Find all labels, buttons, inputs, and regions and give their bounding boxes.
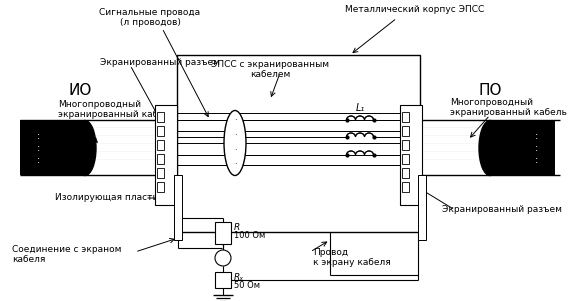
- Text: :
:
:: : : :: [535, 132, 538, 165]
- Text: Rₓ: Rₓ: [234, 272, 244, 281]
- Text: Экранированный разъем: Экранированный разъем: [442, 205, 562, 214]
- Bar: [157, 112, 164, 122]
- Bar: [157, 182, 164, 192]
- Text: Многопроводный
экранированный кабель: Многопроводный экранированный кабель: [450, 98, 567, 117]
- Text: R: R: [234, 222, 240, 231]
- Ellipse shape: [479, 120, 501, 175]
- Text: Соединение с экраном
кабеля: Соединение с экраном кабеля: [12, 245, 122, 264]
- Text: Экранированный разъем: Экранированный разъем: [100, 58, 220, 67]
- Bar: [400, 105, 422, 205]
- Bar: [157, 154, 164, 164]
- Text: Сигнальные провода
(л проводов): Сигнальные провода (л проводов): [99, 8, 201, 27]
- Text: Металлический корпус ЭПСС: Металлический корпус ЭПСС: [346, 5, 485, 14]
- Ellipse shape: [74, 120, 96, 175]
- Bar: [174, 175, 182, 240]
- Text: 100 Ом: 100 Ом: [234, 231, 265, 240]
- Bar: [402, 182, 409, 192]
- Bar: [402, 126, 409, 136]
- Text: ·
·
·
·: · · · ·: [234, 116, 237, 169]
- Text: L₁: L₁: [355, 103, 365, 113]
- Bar: [402, 140, 409, 150]
- Text: ИО: ИО: [68, 83, 92, 98]
- Bar: [402, 168, 409, 178]
- Bar: [177, 55, 420, 232]
- Bar: [418, 175, 426, 240]
- Bar: [402, 112, 409, 122]
- Bar: [157, 126, 164, 136]
- Text: Многопроводный
экранированный кабель: Многопроводный экранированный кабель: [58, 100, 175, 119]
- Bar: [490, 120, 555, 175]
- Bar: [157, 140, 164, 150]
- Text: Изолирующая пластина: Изолирующая пластина: [55, 193, 170, 202]
- Ellipse shape: [224, 110, 246, 175]
- Text: ПО: ПО: [478, 83, 502, 98]
- Text: ЭПСС с экранированным
кабелем: ЭПСС с экранированным кабелем: [211, 60, 329, 79]
- Bar: [155, 105, 177, 205]
- Bar: [215, 272, 231, 288]
- Bar: [215, 222, 231, 244]
- Text: :
:
:: : : :: [36, 132, 40, 165]
- Text: 50 Ом: 50 Ом: [234, 281, 260, 290]
- Text: Провод
к экрану кабеля: Провод к экрану кабеля: [313, 248, 391, 267]
- Bar: [20, 120, 85, 175]
- Circle shape: [215, 250, 231, 266]
- Bar: [402, 154, 409, 164]
- Bar: [157, 168, 164, 178]
